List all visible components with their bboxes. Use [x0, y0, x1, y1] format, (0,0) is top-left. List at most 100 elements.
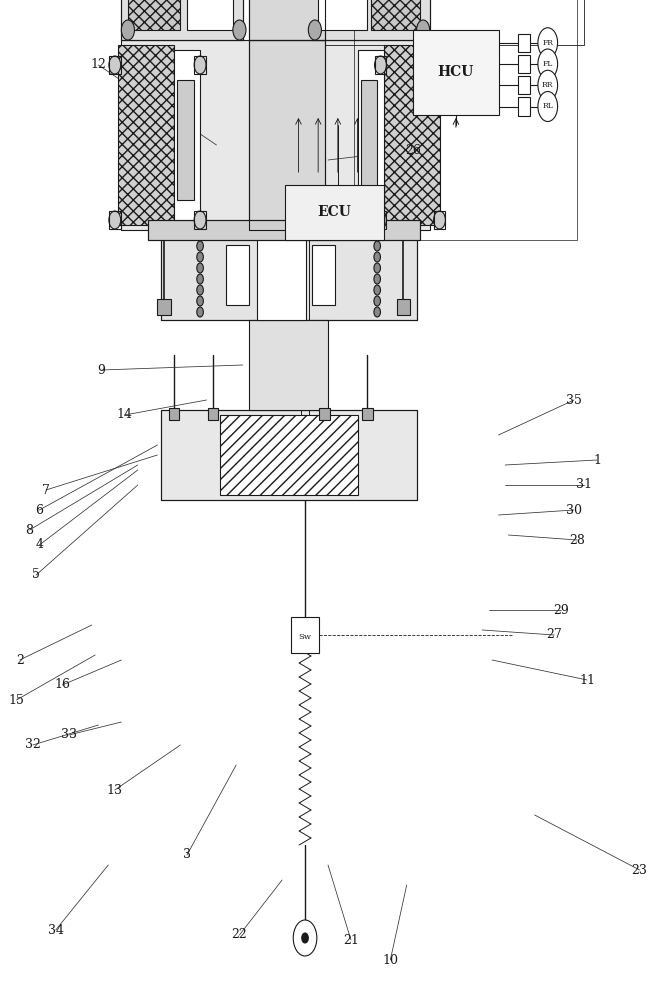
Text: 27: 27 [546, 629, 562, 642]
Circle shape [374, 241, 380, 251]
Circle shape [197, 252, 203, 262]
Circle shape [233, 20, 246, 40]
Bar [291, 617, 319, 653]
Bar [208, 408, 218, 420]
Circle shape [374, 285, 380, 295]
Bar [361, 80, 377, 200]
Text: 11: 11 [579, 674, 595, 686]
Bar [354, 0, 577, 240]
Text: 6: 6 [35, 504, 43, 516]
Circle shape [434, 56, 445, 74]
Bar [161, 410, 417, 500]
Circle shape [375, 211, 386, 229]
Text: 23: 23 [632, 863, 647, 876]
Text: 33: 33 [61, 728, 77, 742]
Circle shape [302, 933, 308, 943]
Circle shape [434, 211, 445, 229]
Bar [161, 230, 417, 320]
Bar [371, 0, 420, 30]
Bar [249, 40, 325, 230]
Text: HCU: HCU [438, 66, 474, 80]
Text: 30: 30 [566, 504, 582, 516]
Text: 2: 2 [16, 654, 24, 666]
Bar [121, 0, 243, 40]
Circle shape [109, 211, 121, 229]
Bar [257, 230, 306, 320]
Bar [285, 185, 384, 240]
Circle shape [538, 70, 558, 100]
Text: 10: 10 [382, 954, 398, 966]
Bar [128, 0, 180, 30]
Text: 1: 1 [593, 454, 601, 466]
Text: 3: 3 [183, 848, 191, 861]
Circle shape [374, 252, 380, 262]
Circle shape [308, 20, 321, 40]
Bar [312, 0, 430, 40]
Bar [249, 0, 325, 40]
Circle shape [121, 20, 134, 40]
Circle shape [197, 296, 203, 306]
Bar [518, 98, 530, 115]
Text: 14: 14 [117, 408, 133, 422]
Bar [177, 80, 194, 200]
Text: 35: 35 [566, 393, 582, 406]
Bar [434, 211, 445, 229]
Circle shape [293, 920, 317, 956]
Bar [161, 230, 417, 320]
Bar [249, 0, 325, 40]
Bar [318, 0, 367, 30]
Circle shape [538, 92, 558, 121]
Bar [161, 410, 417, 500]
Bar [312, 245, 335, 305]
Bar [434, 56, 445, 74]
Bar [384, 45, 440, 225]
Bar [109, 211, 121, 229]
Text: 16: 16 [54, 678, 70, 692]
Bar [148, 220, 420, 240]
Bar [148, 220, 420, 240]
Bar [118, 45, 174, 225]
Bar [121, 40, 430, 230]
Bar [375, 56, 386, 74]
Text: ECU: ECU [318, 206, 352, 220]
Text: 7: 7 [42, 484, 50, 496]
Bar [518, 34, 530, 52]
Bar [249, 40, 325, 230]
Text: 29: 29 [553, 603, 569, 616]
Text: FL: FL [543, 60, 553, 68]
Text: 8: 8 [26, 524, 33, 536]
Bar [194, 211, 206, 229]
Bar [375, 211, 386, 229]
Bar [169, 408, 179, 420]
Text: 34: 34 [48, 924, 64, 936]
Circle shape [417, 20, 430, 40]
Bar [362, 408, 373, 420]
Text: 13: 13 [107, 784, 123, 796]
Circle shape [374, 274, 380, 284]
Text: 28: 28 [569, 534, 585, 546]
Circle shape [375, 56, 386, 74]
Bar [319, 408, 330, 420]
Circle shape [197, 274, 203, 284]
Bar [358, 50, 384, 220]
Text: 15: 15 [9, 694, 24, 706]
Text: 22: 22 [232, 928, 247, 942]
Bar [397, 299, 410, 315]
Text: FR: FR [543, 39, 553, 47]
Circle shape [194, 56, 206, 74]
Bar [518, 76, 530, 94]
Text: 4: 4 [35, 538, 43, 552]
Bar [174, 50, 200, 220]
Bar [220, 415, 358, 495]
Text: 12: 12 [91, 58, 106, 72]
Text: 21: 21 [343, 934, 359, 946]
Bar [518, 55, 530, 73]
Text: 32: 32 [25, 738, 41, 752]
Bar [312, 0, 430, 40]
Bar [249, 0, 584, 45]
Circle shape [197, 285, 203, 295]
Bar [226, 245, 249, 305]
Text: RL: RL [543, 103, 553, 110]
Bar [157, 299, 171, 315]
Text: RR: RR [542, 81, 554, 89]
